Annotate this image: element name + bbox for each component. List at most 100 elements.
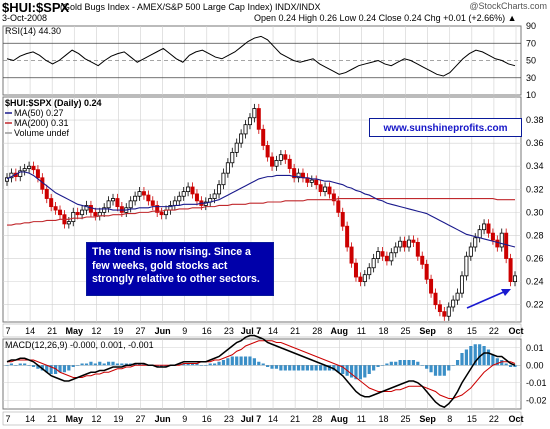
- candle-body: [402, 240, 407, 248]
- candle-body: [128, 200, 133, 209]
- macd-histogram-bar: [464, 349, 469, 366]
- macd-histogram-bar: [133, 363, 137, 366]
- macd-histogram-bar: [182, 363, 186, 366]
- candle-body: [384, 255, 389, 262]
- macd-histogram-bar: [190, 363, 195, 366]
- candle-body: [499, 232, 504, 248]
- candle-body: [442, 311, 447, 317]
- macd-histogram-bar: [213, 363, 217, 366]
- x-tick-label: 22: [489, 326, 499, 336]
- candle-body: [490, 232, 495, 241]
- macd-histogram-bar: [469, 346, 473, 366]
- macd-histogram-bar: [199, 365, 203, 366]
- macd-histogram-bar: [336, 365, 340, 373]
- macd-histogram-bar: [314, 365, 318, 371]
- candle-body: [283, 154, 288, 160]
- candle-body: [75, 211, 80, 216]
- candle-body: [411, 239, 416, 243]
- price-y-tick: 0.36: [526, 138, 544, 148]
- x-tick-label: 21: [290, 326, 300, 336]
- candle-body: [44, 188, 49, 199]
- candle-body: [261, 128, 266, 146]
- site-link[interactable]: www.sunshineprofits.com: [369, 118, 522, 137]
- candle-body: [66, 221, 71, 225]
- macd-histogram-bar: [115, 363, 120, 366]
- macd-histogram-bar: [473, 344, 477, 366]
- macd-histogram-bar: [486, 349, 491, 366]
- candle-body: [513, 275, 518, 283]
- x-tick-label: 9: [182, 326, 187, 336]
- macd-histogram-bar: [23, 363, 27, 366]
- macd-histogram-bar: [274, 365, 279, 369]
- candle-body: [5, 177, 10, 182]
- macd-histogram-bar: [279, 365, 283, 371]
- x-tick-label: 7: [5, 326, 10, 336]
- macd-histogram-bar: [394, 361, 398, 366]
- x-tick-label: 11: [357, 326, 366, 336]
- price-legend-item: MA(50) 0.27: [14, 108, 64, 118]
- macd-histogram-bar: [376, 365, 380, 367]
- macd-histogram-bar: [420, 365, 424, 366]
- x-tick-label-bottom: 21: [290, 414, 300, 424]
- price-y-tick: 0.32: [526, 184, 544, 194]
- macd-label: MACD(12,26,9) -0.000, 0.001, -0.001: [5, 340, 154, 350]
- x-tick-label-bottom: 15: [467, 414, 477, 424]
- chart-symbol: $HUI:$SPX: [2, 0, 70, 15]
- candle-body: [340, 211, 345, 227]
- rsi-label: RSI(14) 44.30: [5, 26, 61, 36]
- candle-body: [362, 274, 367, 283]
- candle-body: [177, 195, 182, 202]
- macd-histogram-bar: [301, 365, 305, 371]
- candle-body: [217, 184, 222, 195]
- macd-histogram-bar: [433, 365, 438, 376]
- macd-histogram-bar: [18, 363, 22, 366]
- x-tick-label: May: [66, 326, 84, 336]
- x-tick-label-bottom: 7: [5, 414, 10, 424]
- ma200-line: [7, 197, 515, 226]
- x-tick-label-bottom: Sep: [419, 414, 436, 424]
- macd-histogram-bar: [455, 360, 460, 366]
- macd-histogram-bar: [89, 361, 93, 366]
- macd-histogram-bar: [513, 365, 517, 367]
- candle-body: [331, 193, 336, 202]
- candle-body: [265, 145, 270, 158]
- candle-body: [18, 170, 23, 178]
- macd-y-tick: 0.01: [526, 343, 544, 353]
- candle-body: [225, 162, 230, 174]
- candle-body: [106, 200, 111, 209]
- candle-body: [296, 172, 301, 179]
- x-axis-strip-bottom: [2, 411, 522, 426]
- price-y-tick: 0.38: [526, 115, 544, 125]
- macd-histogram-bar: [305, 365, 309, 371]
- candle-body: [508, 258, 513, 283]
- x-tick-label-bottom: 12: [91, 414, 101, 424]
- macd-histogram-bar: [407, 360, 411, 366]
- x-tick-label: 23: [224, 326, 234, 336]
- macd-histogram-bar: [363, 365, 367, 378]
- macd-histogram-bar: [319, 365, 323, 371]
- candle-body: [309, 179, 314, 183]
- macd-histogram-bar: [195, 363, 199, 366]
- candle-body: [27, 165, 32, 169]
- macd-histogram-bar: [460, 353, 464, 366]
- x-tick-label: Oct: [508, 326, 523, 336]
- candle-body: [336, 200, 341, 213]
- macd-histogram-bar: [358, 365, 362, 380]
- candle-body: [212, 193, 217, 199]
- macd-histogram-bar: [332, 365, 336, 371]
- candle-body: [93, 211, 98, 217]
- macd-histogram-bar: [53, 365, 58, 374]
- macd-histogram-bar: [402, 360, 407, 366]
- candle-body: [349, 246, 354, 264]
- macd-histogram-bar: [288, 365, 292, 371]
- macd-histogram-bar: [248, 356, 252, 366]
- rsi-y-tick: 10: [526, 90, 536, 100]
- macd-histogram-bar: [36, 365, 40, 369]
- candle-body: [464, 255, 469, 277]
- price-y-tick: 0.34: [526, 161, 544, 171]
- macd-histogram-bar: [416, 361, 420, 366]
- candle-body: [256, 108, 261, 130]
- macd-histogram-bar: [45, 365, 49, 373]
- macd-histogram-bar: [447, 365, 451, 371]
- macd-histogram-bar: [478, 344, 482, 366]
